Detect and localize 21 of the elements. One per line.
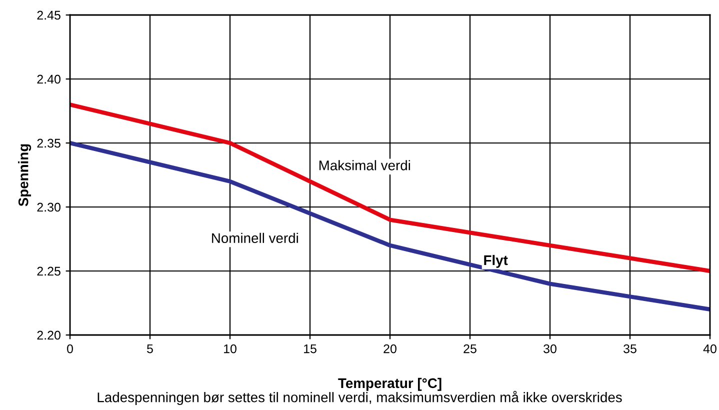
y-axis-title: Spenning — [18, 144, 32, 206]
series-label: Nominell verdi — [212, 232, 298, 244]
y-tick-label: 2.20 — [37, 330, 60, 340]
x-tick-label: 5 — [147, 344, 153, 354]
y-tick-label: 2.30 — [37, 202, 60, 212]
x-tick-label: 10 — [224, 344, 236, 354]
x-tick-label: 40 — [703, 344, 716, 354]
annotation: Flyt — [484, 254, 508, 268]
y-tick-label: 2.25 — [37, 266, 60, 276]
y-tick-label: 2.45 — [37, 10, 60, 20]
y-tick-label: 2.35 — [37, 138, 60, 148]
series-label: Maksimal verdi — [319, 160, 410, 170]
x-tick-label: 0 — [67, 344, 73, 354]
text: Ladespenningen bør settes til nominell verdi, maksimumsverdien må ikke overskrides — [98, 390, 622, 405]
y-tick-label: 2.40 — [37, 74, 60, 84]
x-axis-title: Temperatur [°C] — [338, 378, 442, 391]
x-tick-label: 30 — [544, 344, 556, 354]
x-tick-label: 35 — [624, 344, 636, 354]
x-tick-label: 15 — [304, 344, 316, 354]
x-tick-label: 20 — [384, 344, 396, 354]
x-tick-label: 25 — [464, 344, 476, 354]
